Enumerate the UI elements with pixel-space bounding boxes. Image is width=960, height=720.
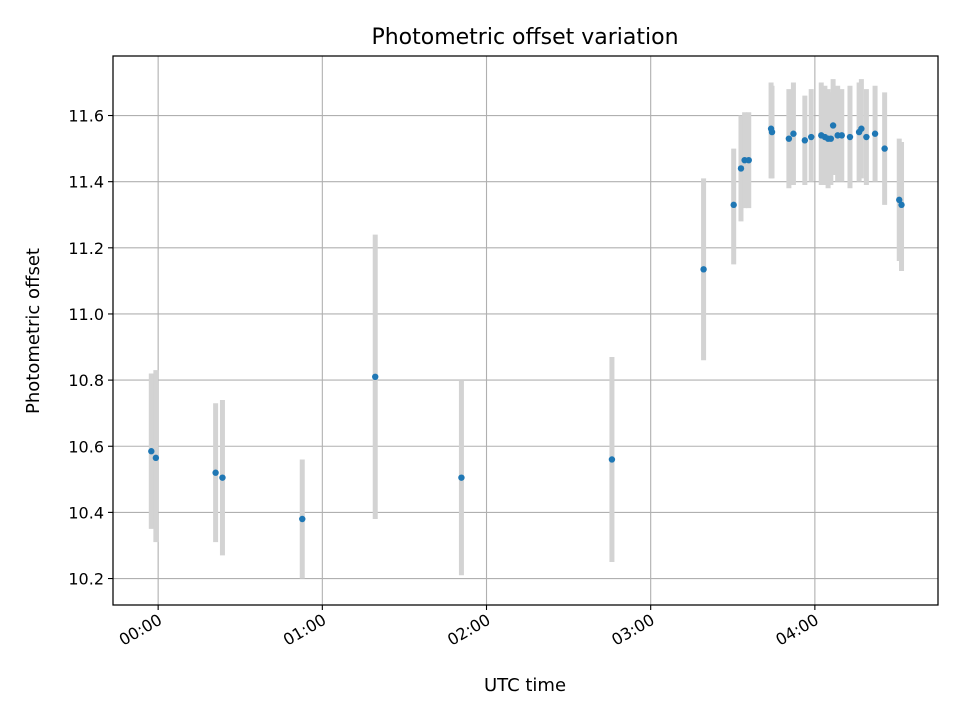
data-point bbox=[785, 135, 793, 142]
data-point bbox=[768, 128, 776, 136]
data-point bbox=[745, 156, 752, 164]
data-point bbox=[700, 266, 707, 273]
y-tick-label: 11.4 bbox=[68, 173, 104, 192]
y-tick-label: 10.6 bbox=[68, 437, 104, 456]
data-point bbox=[152, 454, 160, 462]
data-point bbox=[608, 456, 616, 463]
y-tick-label: 10.8 bbox=[68, 371, 104, 390]
data-point bbox=[801, 137, 809, 144]
chart-title: Photometric offset variation bbox=[371, 25, 678, 50]
data-point bbox=[219, 474, 226, 481]
y-tick-label: 11.2 bbox=[68, 239, 104, 258]
y-tick-label: 10.2 bbox=[68, 570, 104, 589]
data-point bbox=[898, 201, 905, 209]
data-point bbox=[737, 165, 745, 172]
y-tick-label: 11.0 bbox=[68, 305, 104, 324]
data-point bbox=[896, 196, 903, 204]
data-point bbox=[730, 201, 737, 209]
data-point bbox=[790, 130, 797, 137]
data-point bbox=[871, 130, 879, 137]
grid bbox=[113, 56, 938, 605]
data-point bbox=[808, 133, 815, 141]
data-point bbox=[372, 373, 379, 381]
data-point bbox=[299, 515, 306, 523]
data-point bbox=[858, 125, 865, 132]
data-point bbox=[846, 133, 854, 141]
data-point bbox=[212, 469, 219, 476]
data-point bbox=[827, 135, 835, 142]
data-point bbox=[881, 145, 888, 152]
plot-frame bbox=[112, 55, 939, 606]
y-tick-label: 10.4 bbox=[68, 503, 104, 522]
data-point bbox=[458, 474, 465, 481]
data-point bbox=[863, 133, 870, 141]
y-axis-label: Photometric offset bbox=[23, 248, 44, 414]
y-tick-label: 11.6 bbox=[68, 107, 104, 126]
data-point bbox=[148, 448, 155, 455]
data-point bbox=[829, 122, 837, 129]
data-points bbox=[148, 122, 905, 523]
x-axis-label: UTC time bbox=[484, 675, 566, 696]
data-point bbox=[838, 132, 845, 139]
